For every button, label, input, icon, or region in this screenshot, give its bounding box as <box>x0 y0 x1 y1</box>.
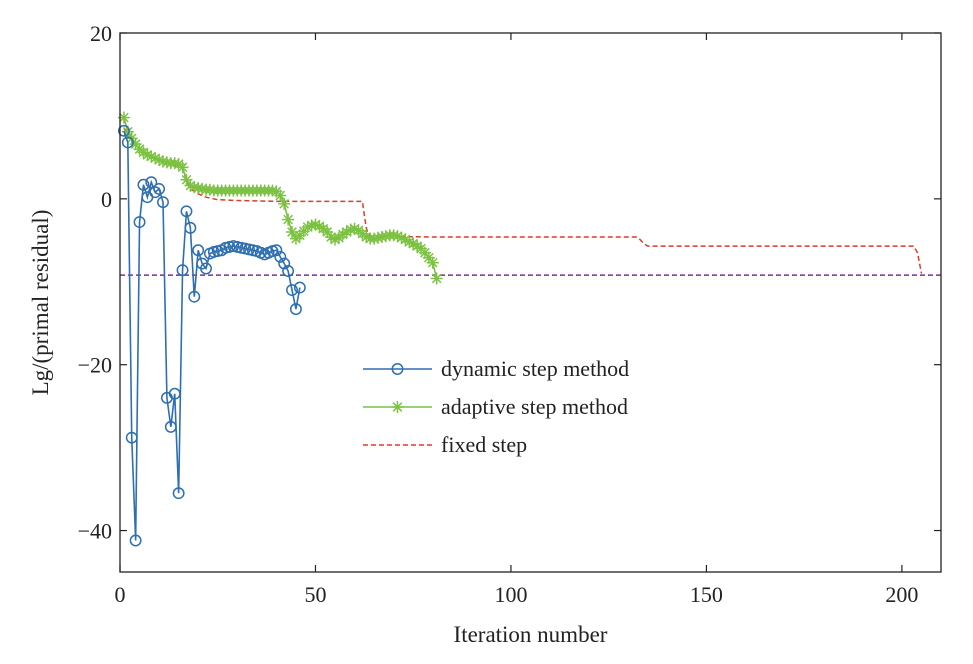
data-point <box>418 246 431 259</box>
data-point <box>168 387 181 400</box>
data-point <box>137 178 150 191</box>
data-point <box>180 173 193 186</box>
data-point <box>176 264 189 277</box>
y-tick-label: −40 <box>78 519 112 544</box>
data-point <box>286 284 298 297</box>
data-point <box>125 431 138 444</box>
series-1 <box>117 111 443 285</box>
series-line <box>123 127 923 274</box>
data-point <box>192 244 205 257</box>
data-point <box>430 272 443 285</box>
data-point <box>164 420 177 433</box>
x-tick-label: 100 <box>494 582 527 607</box>
legend-marker <box>391 401 404 413</box>
legend-marker <box>391 363 404 375</box>
x-tick-label: 0 <box>115 582 126 607</box>
y-axis-title: Lg/(primal residual) <box>28 210 53 396</box>
data-point <box>289 303 302 316</box>
data-point <box>274 250 287 263</box>
series-0 <box>117 124 306 547</box>
data-point <box>200 262 212 275</box>
ticks-layer: 0 50 100 150 200 −40 −20 0 20 <box>78 21 941 607</box>
data-point <box>184 221 197 234</box>
x-tick-label: 150 <box>690 582 723 607</box>
legend-label: fixed step <box>441 432 527 457</box>
legend-label: adaptive step method <box>441 394 628 419</box>
legend: dynamic step method adaptive step method f… <box>363 356 629 457</box>
y-tick-label: −20 <box>78 353 112 378</box>
series-layer <box>117 111 941 547</box>
data-point <box>129 534 142 547</box>
data-point <box>426 256 439 269</box>
plot-frame <box>119 32 942 573</box>
x-axis-title: Iteration number <box>454 622 608 647</box>
legend-label: dynamic step method <box>441 356 629 381</box>
data-point <box>188 290 201 303</box>
data-point <box>149 186 162 199</box>
y-tick-label: 20 <box>90 21 112 46</box>
data-point <box>172 487 185 500</box>
data-point <box>270 244 283 257</box>
data-point <box>121 136 134 149</box>
y-tick-label: 0 <box>101 187 112 212</box>
data-point <box>145 176 158 189</box>
legend-item: fixed step <box>363 432 527 457</box>
data-point <box>153 182 166 195</box>
data-point <box>274 189 287 202</box>
data-point <box>176 161 189 174</box>
series-2 <box>123 127 923 274</box>
data-point <box>157 196 169 209</box>
x-tick-label: 50 <box>304 582 326 607</box>
data-point <box>282 213 295 226</box>
data-point <box>117 124 130 137</box>
data-point <box>282 265 295 277</box>
legend-item: adaptive step method <box>363 394 628 419</box>
data-point <box>278 197 291 210</box>
data-point <box>133 216 146 229</box>
data-point <box>293 281 306 294</box>
legend-item: dynamic step method <box>363 356 629 381</box>
x-tick-label: 200 <box>885 582 918 607</box>
data-point <box>180 205 193 218</box>
